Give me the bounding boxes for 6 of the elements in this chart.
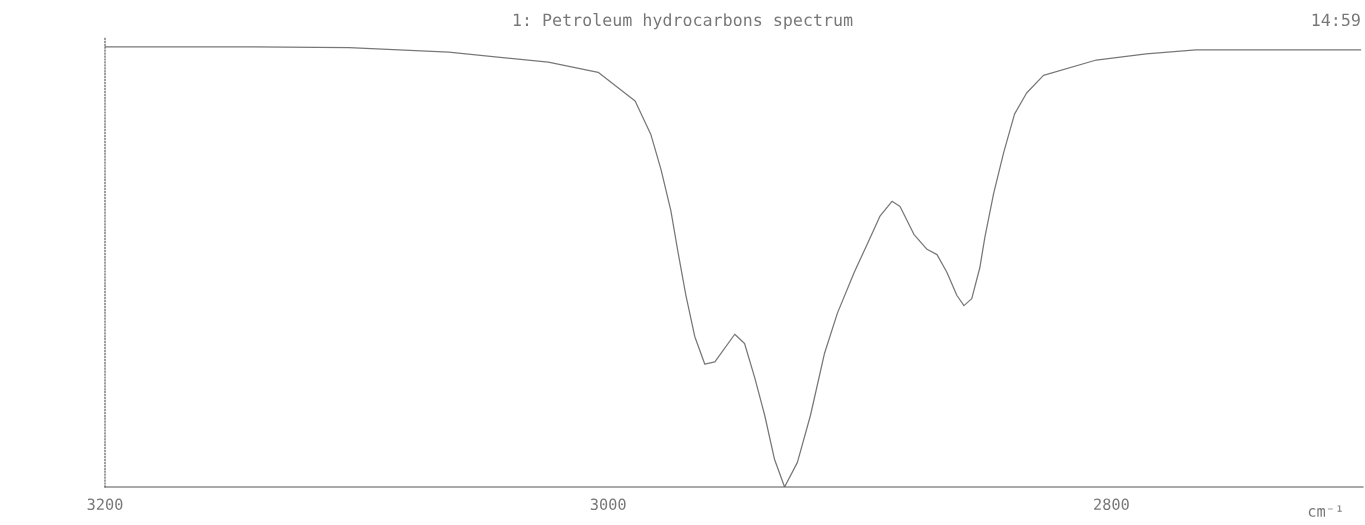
- x-tick-label: 2800: [1094, 498, 1129, 511]
- chart-title: 1: Petroleum hydrocarbons spectrum: [513, 13, 853, 30]
- text: 14:59: [1312, 13, 1360, 27]
- x-axis-title: cm⁻¹: [1308, 505, 1342, 517]
- x-tick-label: 3000: [590, 498, 626, 511]
- x-tick-label: 3200: [87, 498, 123, 511]
